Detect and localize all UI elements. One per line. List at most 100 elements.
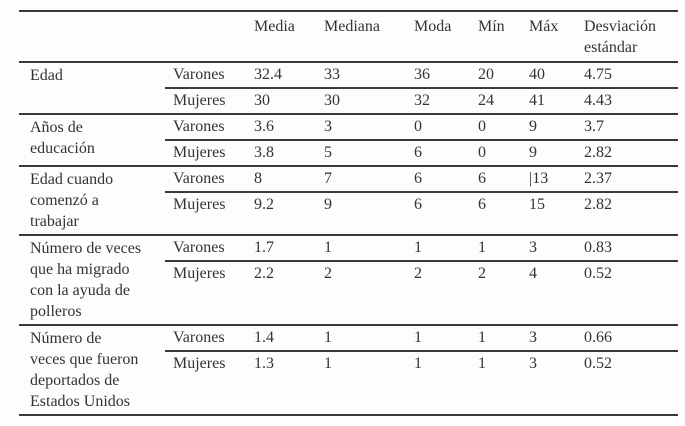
category-line: polleros: [30, 303, 82, 320]
value-cell-max: 9: [529, 144, 537, 161]
value-cell-min: 1: [478, 355, 486, 372]
category-cell: Número de veces que fueron deportados de…: [19, 326, 165, 414]
category-line: deportados de: [30, 372, 120, 389]
group-rows: Varones 8 7 6 6 |13 2.37 Mujeres 9.2 9 6…: [165, 167, 678, 234]
value-cell-mediana: 1: [324, 355, 332, 372]
group-rows: Varones 32.4 33 36 20 40 4.75 Mujeres 30…: [165, 63, 678, 113]
value-cell-mediana: 2: [324, 265, 332, 282]
category-line: Edad: [30, 67, 63, 84]
value-cell-mediana: 3: [324, 118, 332, 135]
category-cell: Edad cuando comenzó a trabajar: [19, 167, 165, 234]
value-cell-media: 2.2: [254, 265, 274, 282]
table-row: Mujeres 1.3 1 1 1 3 0.52: [165, 352, 678, 376]
col-header-min: Mín: [478, 18, 505, 35]
value-cell-max: 4: [529, 265, 537, 282]
value-cell-media: 3.8: [254, 144, 274, 161]
value-cell-moda: 32: [414, 92, 430, 109]
value-cell-max: 15: [529, 196, 545, 213]
value-cell-media: 9.2: [254, 196, 274, 213]
value-cell-moda: 36: [414, 66, 430, 83]
sex-label: Mujeres: [173, 265, 226, 282]
table-group-anos-educacion: Años de educación Varones 3.6 3 0 0 9 3.…: [19, 115, 678, 167]
col-header-max: Máx: [529, 18, 559, 35]
sex-label: Varones: [173, 329, 225, 346]
value-cell-moda: 6: [414, 144, 422, 161]
table-row: Varones 1.4 1 1 1 3 0.66: [165, 326, 678, 352]
value-cell-media: 8: [254, 170, 262, 187]
value-cell-desviacion: 0.83: [584, 239, 612, 256]
value-cell-media: 1.3: [254, 355, 274, 372]
table-row: Mujeres 3.8 5 6 0 9 2.82: [165, 141, 678, 165]
value-cell-min: 0: [478, 144, 486, 161]
sex-label: Mujeres: [173, 196, 226, 213]
value-cell-moda: 1: [414, 239, 422, 256]
value-cell-desviacion: 2.82: [584, 144, 612, 161]
category-line: Estados Unidos: [30, 393, 130, 410]
value-cell-mediana: 30: [324, 92, 340, 109]
value-cell-max: 41: [529, 92, 545, 109]
value-cell-max: 3: [529, 239, 537, 256]
sex-label: Varones: [173, 170, 225, 187]
value-cell-min: 24: [478, 92, 494, 109]
value-cell-desviacion: 4.43: [584, 92, 612, 109]
value-cell-min: 0: [478, 118, 486, 135]
value-cell-desviacion: 4.75: [584, 66, 612, 83]
table-row: Mujeres 9.2 9 6 6 15 2.82: [165, 193, 678, 217]
col-header-mediana: Mediana: [324, 18, 380, 35]
group-rows: Varones 1.7 1 1 1 3 0.83 Mujeres 2.2 2 2…: [165, 236, 678, 324]
value-cell-mediana: 1: [324, 239, 332, 256]
value-cell-desviacion: 0.52: [584, 265, 612, 282]
value-cell-media: 32.4: [254, 66, 282, 83]
table-row: Mujeres 2.2 2 2 2 4 0.52: [165, 262, 678, 286]
category-cell: Número de veces que ha migrado con la ay…: [19, 236, 165, 324]
category-line: Número de: [30, 330, 102, 347]
table-group-edad-comenzo-trabajar: Edad cuando comenzó a trabajar Varones 8…: [19, 167, 678, 236]
sex-label: Mujeres: [173, 355, 226, 372]
col-header-desviacion-estandar: Desviación estándar: [584, 18, 656, 56]
value-cell-moda: 1: [414, 329, 422, 346]
group-rows: Varones 3.6 3 0 0 9 3.7 Mujeres 3.8 5 6 …: [165, 115, 678, 165]
category-cell: Edad: [19, 63, 165, 113]
value-cell-media: 30: [254, 92, 270, 109]
value-cell-media: 1.7: [254, 239, 274, 256]
category-line: comenzó a: [30, 192, 99, 209]
value-cell-max: 3: [529, 329, 537, 346]
value-cell-desviacion: 3.7: [584, 118, 604, 135]
category-line: veces que fueron: [30, 351, 139, 368]
table-group-edad: Edad Varones 32.4 33 36 20 40 4.75 Mujer…: [19, 63, 678, 115]
table-row: Mujeres 30 30 32 24 41 4.43: [165, 89, 678, 113]
table-row: Varones 1.7 1 1 1 3 0.83: [165, 236, 678, 262]
category-line: Edad cuando: [30, 171, 114, 188]
table-group-veces-deportados: Número de veces que fueron deportados de…: [19, 326, 678, 416]
col-header-moda: Moda: [414, 18, 452, 35]
value-cell-max: |13: [529, 170, 549, 187]
table-row: Varones 32.4 33 36 20 40 4.75: [165, 63, 678, 89]
sex-label: Mujeres: [173, 92, 226, 109]
value-cell-moda: 1: [414, 355, 422, 372]
sex-label: Varones: [173, 239, 225, 256]
value-cell-max: 40: [529, 66, 545, 83]
table-group-veces-migrado-polleros: Número de veces que ha migrado con la ay…: [19, 236, 678, 326]
value-cell-min: 1: [478, 329, 486, 346]
value-cell-moda: 0: [414, 118, 422, 135]
value-cell-mediana: 7: [324, 170, 332, 187]
table-row: Varones 8 7 6 6 |13 2.37: [165, 167, 678, 193]
value-cell-desviacion: 0.66: [584, 329, 612, 346]
value-cell-mediana: 1: [324, 329, 332, 346]
value-cell-min: 6: [478, 196, 486, 213]
sex-label: Varones: [173, 66, 225, 83]
value-cell-moda: 2: [414, 265, 422, 282]
value-cell-desviacion: 0.52: [584, 355, 612, 372]
value-cell-desviacion: 2.37: [584, 170, 612, 187]
value-cell-max: 3: [529, 355, 537, 372]
category-line: Años de: [30, 119, 83, 136]
value-cell-min: 20: [478, 66, 494, 83]
col-header-media: Media: [254, 18, 295, 35]
value-cell-moda: 6: [414, 170, 422, 187]
sex-label: Varones: [173, 118, 225, 135]
value-cell-min: 6: [478, 170, 486, 187]
value-cell-desviacion: 2.82: [584, 196, 612, 213]
category-line: Número de veces: [30, 240, 142, 257]
value-cell-media: 3.6: [254, 118, 274, 135]
value-cell-min: 1: [478, 239, 486, 256]
